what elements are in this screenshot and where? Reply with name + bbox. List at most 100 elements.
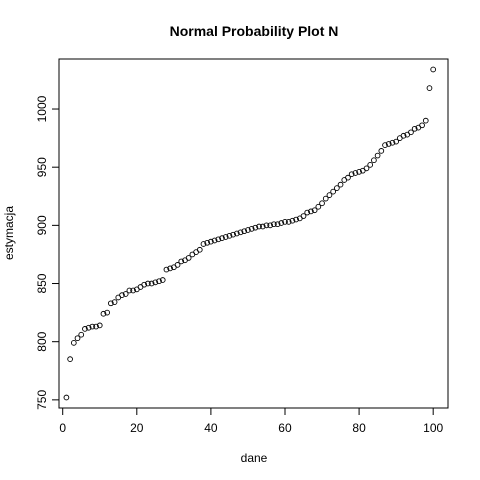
x-axis-label: dane: [241, 451, 268, 465]
y-tick-label-1: 800: [35, 331, 49, 351]
data-point-9: [93, 323, 99, 330]
data-point-26: [156, 278, 162, 285]
data-point-34: [185, 255, 192, 261]
data-point-52: [252, 224, 259, 231]
data-point-62: [289, 217, 296, 224]
data-point-77: [345, 174, 351, 181]
data-point-45: [226, 232, 233, 239]
data-point-31: [174, 262, 181, 268]
data-point-73: [330, 188, 337, 195]
data-point-5: [78, 331, 85, 338]
data-point-65: [300, 213, 307, 219]
x-tick-label-2: 40: [204, 421, 218, 435]
data-point-92: [400, 132, 407, 139]
data-point-63: [293, 216, 299, 223]
data-point-98: [422, 117, 429, 124]
data-point-49: [241, 228, 248, 235]
y-axis: 750 800 850 900 950 1000: [35, 95, 60, 410]
data-point-51: [248, 225, 255, 232]
x-tick-label-3: 60: [278, 421, 292, 435]
data-point-67: [308, 208, 314, 215]
data-point-54: [259, 223, 266, 230]
data-point-58: [274, 221, 281, 228]
data-point-80: [356, 168, 362, 175]
data-point-18: [126, 287, 133, 294]
data-point-57: [271, 221, 277, 228]
data-point-22: [141, 281, 148, 288]
data-point-83: [367, 162, 374, 168]
y-axis-label: estymacja: [2, 206, 16, 260]
data-point-32: [178, 258, 185, 265]
data-point-95: [411, 125, 418, 132]
data-point-70: [319, 200, 325, 207]
data-point-40: [208, 238, 214, 245]
x-tick-label-5: 100: [423, 421, 443, 435]
data-point-25: [152, 279, 159, 286]
data-point-41: [211, 237, 218, 244]
data-point-61: [285, 219, 292, 225]
data-point-27: [159, 277, 166, 283]
data-point-37: [196, 246, 203, 253]
data-point-94: [408, 129, 414, 136]
y-tick-label-0: 750: [35, 390, 49, 410]
data-point-29: [167, 265, 173, 272]
data-point-38: [200, 241, 207, 247]
data-point-19: [130, 287, 136, 294]
data-point-43: [219, 235, 225, 242]
data-point-71: [322, 195, 329, 202]
data-point-44: [222, 234, 229, 240]
data-point-13: [108, 300, 114, 307]
data-point-87: [382, 142, 388, 148]
data-point-2: [67, 356, 73, 362]
data-point-50: [245, 227, 251, 233]
data-point-14: [111, 299, 118, 305]
data-point-8: [89, 323, 96, 330]
x-tick-label-0: 0: [59, 421, 66, 435]
data-point-79: [352, 170, 359, 176]
data-point-28: [163, 266, 170, 273]
data-point-69: [315, 203, 322, 210]
data-point-10: [96, 322, 103, 329]
x-tick-label-4: 80: [352, 421, 366, 435]
data-point-75: [337, 181, 344, 188]
data-point-4: [74, 335, 81, 342]
data-point-89: [389, 139, 396, 146]
data-point-17: [122, 291, 129, 297]
y-tick-label-5: 1000: [35, 95, 49, 122]
data-point-55: [263, 222, 270, 229]
data-point-90: [393, 138, 399, 145]
data-point-84: [371, 157, 377, 164]
chart-title: Normal Probability Plot N: [170, 23, 339, 39]
data-point-3: [70, 340, 77, 346]
data-point-99: [426, 85, 433, 91]
data-point-60: [282, 219, 288, 225]
data-point-47: [233, 230, 240, 237]
data-point-46: [230, 231, 236, 238]
data-point-59: [278, 220, 285, 226]
x-tick-label-1: 20: [130, 421, 144, 435]
plot-frame: [58, 58, 449, 409]
y-tick-label-4: 950: [35, 157, 49, 177]
data-point-66: [304, 209, 311, 216]
data-point-48: [237, 229, 244, 236]
data-point-39: [204, 239, 211, 246]
data-point-68: [311, 207, 318, 214]
data-point-88: [385, 141, 392, 147]
data-point-72: [326, 192, 333, 198]
data-point-1: [63, 394, 70, 401]
data-point-23: [145, 280, 151, 287]
y-tick-label-3: 900: [35, 215, 49, 235]
data-point-56: [267, 222, 274, 229]
data-point-74: [334, 185, 340, 191]
data-point-24: [148, 280, 155, 287]
data-point-16: [119, 292, 125, 299]
y-tick-label-2: 850: [35, 273, 49, 293]
data-point-97: [419, 122, 425, 129]
data-point-6: [82, 326, 88, 332]
data-point-86: [378, 148, 385, 154]
data-points: [63, 66, 437, 401]
data-point-12: [104, 309, 111, 316]
data-point-42: [215, 236, 222, 243]
data-point-85: [374, 152, 381, 159]
data-point-7: [85, 324, 92, 331]
